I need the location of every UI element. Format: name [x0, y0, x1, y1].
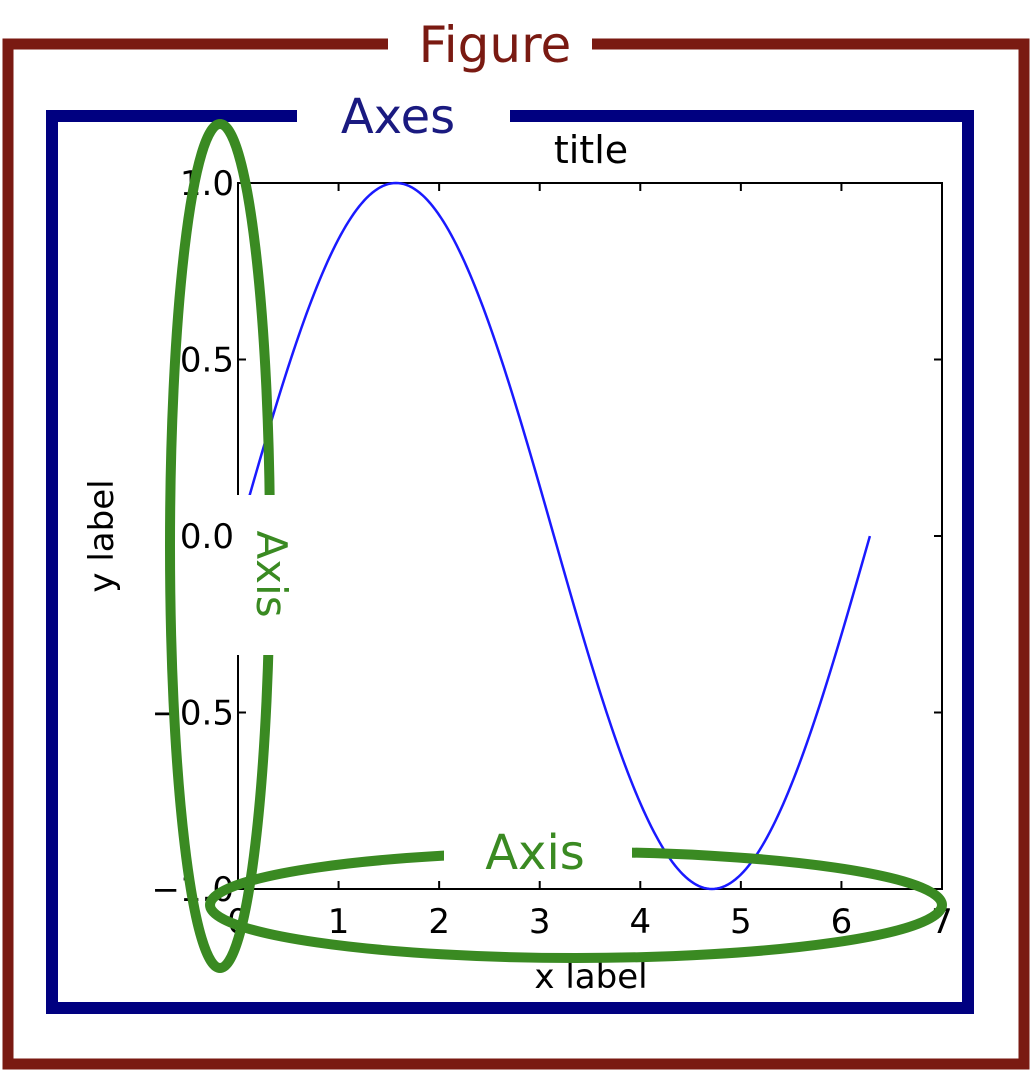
- y-axis-annotation: Axis: [165, 119, 296, 973]
- figure-frame: Figure: [2, 16, 1030, 1070]
- y-tick-label: 0.0: [180, 517, 234, 557]
- chart-title: title: [554, 128, 628, 172]
- y-axis-label: y label: [82, 479, 122, 592]
- plot-frame: [237, 182, 943, 890]
- sine-curve: [236, 181, 872, 891]
- x-axis-annotation-label: Axis: [485, 825, 585, 881]
- axes-frame: Axes: [46, 89, 974, 1014]
- x-tick-label: 5: [730, 902, 752, 942]
- x-tick-label: 6: [831, 902, 853, 942]
- x-tick-label: 4: [629, 902, 651, 942]
- x-axis-annotation: Axis: [205, 825, 947, 963]
- x-tick-label: 3: [529, 902, 551, 942]
- figure-label: Figure: [419, 16, 572, 74]
- y-tick-label: −0.5: [151, 694, 234, 734]
- x-tick-label: 1: [328, 902, 350, 942]
- x-axis-label: x label: [534, 957, 647, 997]
- axes-label: Axes: [341, 89, 455, 145]
- y-axis-annotation-label: Axis: [247, 530, 296, 617]
- x-tick-label: 2: [428, 902, 450, 942]
- y-tick-label: 0.5: [180, 341, 234, 381]
